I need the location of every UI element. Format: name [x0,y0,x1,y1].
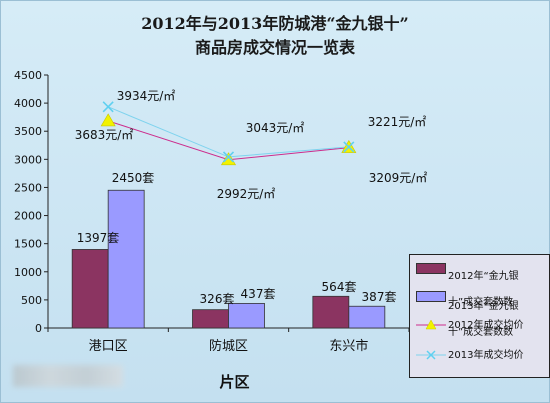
legend-label-2012-price: 2012年成交均价 [448,320,524,331]
legend-swatch-2012 [416,263,446,274]
bar [312,295,350,329]
legend-label-2012-line1: 2012年“金九银 [448,271,519,282]
chart-title-line2: 商品房成交情况一览表 [194,38,355,57]
line-point-marker [102,101,114,113]
chart-legend: 2012年“金九银 十”成交套数数 2013年“金九银 十”成交套数数 2012… [409,254,550,378]
legend-label-2013-line1: 2013年“金九银 [448,301,519,312]
line-point-marker [220,152,237,166]
y-tick-label: 2000 [14,210,42,223]
bar-data-label: 387套 [362,290,397,304]
line-data-label: 3043元/㎡ [246,121,305,135]
legend-marker-2013-price [416,350,446,360]
line-data-label: 3683元/㎡ [75,128,134,142]
legend-item-2013-price: 2013年成交均价 [410,347,549,367]
x-axis-title: 片区 [219,373,249,391]
line-data-label: 3221元/㎡ [368,115,427,129]
blurred-watermark [13,365,123,387]
legend-item-2012-price: 2012年成交均价 [410,317,549,337]
line-point-marker [343,141,355,153]
bar [192,309,229,329]
y-tick-label: 4500 [14,69,42,82]
bar-data-label: 326套 [200,292,235,306]
y-tick-label: 1000 [14,266,42,279]
bar-data-label: 2450套 [112,171,155,185]
line-data-label: 2992元/㎡ [217,187,276,201]
legend-item-2013-sales: 2013年“金九银 十”成交套数数 [410,287,549,338]
x-tick-label: 防城区 [209,338,248,354]
legend-marker-2012-price [416,319,446,330]
line-point-marker [222,151,235,163]
bar [71,249,109,329]
bar [107,189,145,329]
bar-data-label: 437套 [241,287,276,301]
legend-item-2012-sales: 2012年“金九银 十”成交套数数 [410,257,549,308]
legend-label-2012-line2: 十”成交套数数 [448,297,514,308]
y-tick-label: 0 [35,322,42,335]
line-point-marker [100,113,116,127]
legend-swatch-2013 [416,291,446,302]
bar-data-label: 1397套 [77,231,120,245]
series-line [107,106,349,158]
legend-label-2013-line2: 十”成交套数数 [448,327,514,338]
line-data-label: 3934元/㎡ [117,89,176,103]
y-tick-label: 1500 [14,238,42,251]
x-tick-label: 港口区 [89,339,128,354]
x-tick-label: 东兴市 [329,338,368,354]
bar [348,305,386,329]
y-tick-label: 2500 [14,181,42,194]
y-tick-label: 3000 [14,153,42,166]
y-tick-label: 3500 [14,125,42,138]
legend-label-2013-price: 2013年成交均价 [448,350,524,361]
bar [228,303,265,329]
chart-title-line1: 2012年与2013年防城港“金九银十” [141,14,409,33]
bar-data-label: 564套 [322,280,357,294]
line-data-label: 3209元/㎡ [369,171,428,185]
y-tick-label: 500 [21,294,42,307]
y-tick-label: 4000 [14,97,42,110]
